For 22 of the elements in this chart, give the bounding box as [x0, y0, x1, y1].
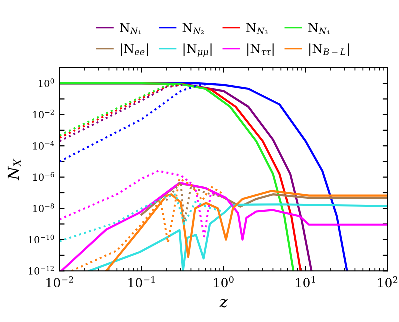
- y-tick-label: 10$^{−10}$: [29, 234, 54, 244]
- x-axis-title: z: [220, 299, 228, 308]
- x-tick-label: 10$^{−2}$: [46, 276, 74, 288]
- y-tick-label: 10$^{−6}$: [33, 172, 54, 182]
- legend-label: |N$_{μμ}$|: [184, 44, 212, 57]
- legend-label: N$_{N₁}$: [120, 23, 141, 34]
- legend-label: N$_{N₄}$: [308, 23, 330, 34]
- legend-label: |N$_{ττ}$|: [248, 44, 274, 56]
- x-tick-label: 10$^{2}$: [378, 276, 398, 288]
- y-tick-label: 10$^{0}$: [39, 78, 54, 88]
- y-axis-title: N$_{X}$: [8, 158, 22, 181]
- legend-label: N$_{N₂}$: [182, 23, 204, 34]
- y-tick-label: 10$^{−2}$: [33, 110, 54, 119]
- x-tick-label: 10$^{−1}$: [128, 276, 155, 288]
- y-tick-label: 10$^{−12}$: [29, 266, 54, 275]
- legend-label: N$_{N₃}$: [246, 23, 268, 34]
- x-tick-label: 10$^{0}$: [214, 276, 234, 288]
- y-tick-label: 10$^{−8}$: [33, 204, 54, 212]
- y-tick-label: 10$^{−4}$: [33, 141, 54, 150]
- x-tick-label: 10$^{1}$: [296, 276, 316, 288]
- legend-label: |N$_{ee}$|: [121, 44, 148, 56]
- legend-label: |N$_{B−L}$|: [310, 44, 350, 56]
